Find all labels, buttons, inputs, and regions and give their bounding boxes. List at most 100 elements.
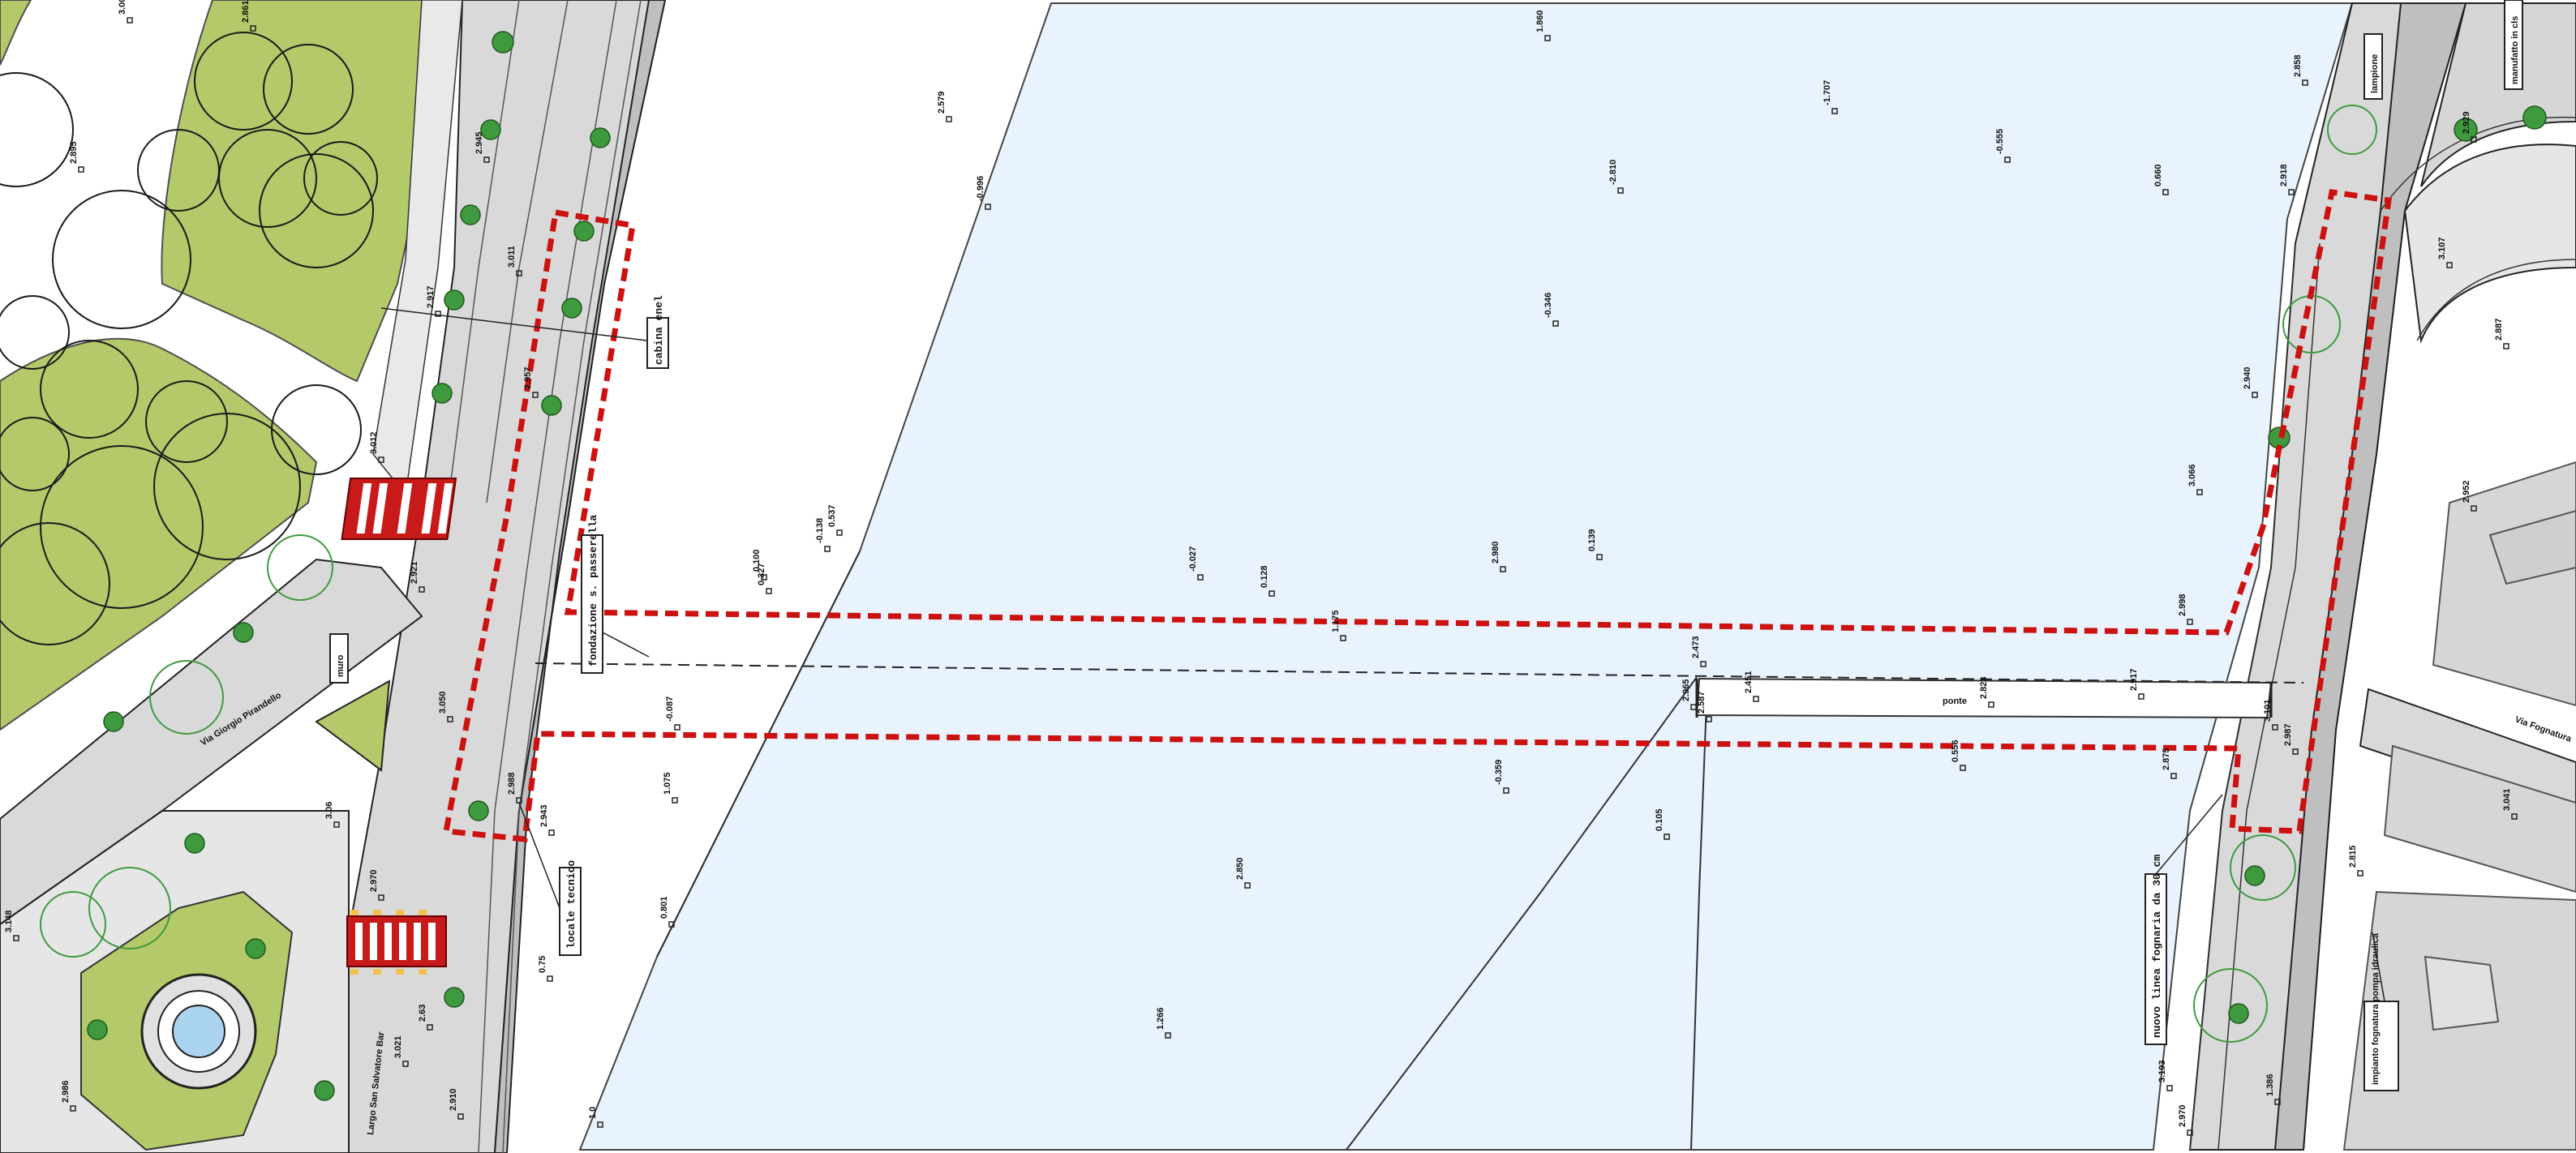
- survey-point-icon: 2.965: [1681, 679, 1697, 710]
- survey-point-icon: 2.988: [507, 772, 522, 804]
- survey-point-icon: 2.850: [1235, 857, 1251, 889]
- survey-point-icon: 1.386: [2265, 1074, 2281, 1105]
- survey-point-icon: 2.823: [1979, 676, 1994, 708]
- structure-label: manufatto in cls: [2510, 16, 2520, 84]
- crosswalk-icon: [341, 478, 457, 540]
- survey-point-icon: 2.943: [539, 804, 555, 836]
- survey-point-icon: 1.175: [1331, 610, 1346, 641]
- survey-point-icon: 2.887: [2494, 318, 2509, 349]
- elevation-label: 2.587: [1697, 691, 1707, 714]
- tree-icon: [2228, 105, 2547, 1024]
- survey-point-icon: -0.087: [665, 697, 680, 731]
- survey-point-icon: 2.980: [1491, 541, 1506, 572]
- elevation-label: 0.75: [538, 956, 547, 973]
- elevation-label: 2.451: [1744, 671, 1754, 693]
- survey-point-icon: 2.861: [241, 0, 256, 32]
- elevation-label: 2.910: [449, 1088, 458, 1111]
- elevation-label: 2.952: [2462, 480, 2471, 503]
- survey-point-icon: 2.473: [1691, 636, 1707, 667]
- elevation-label: 2.929: [2462, 111, 2471, 134]
- survey-point-icon: 0.128: [1260, 565, 1275, 597]
- elevation-label: 0.100: [752, 549, 762, 572]
- survey-points: 1.860 2.579 -0.996 -2.810 -1.707 -0.555 0.660 -…: [4, 0, 2518, 1136]
- elevation-label: 3.041: [2502, 788, 2512, 811]
- survey-point-icon: 2.986: [61, 1080, 76, 1112]
- survey-point-icon: 3.012: [369, 431, 384, 463]
- survey-point-icon: -0.027: [1188, 546, 1204, 581]
- survey-point-icon: 2.970: [369, 869, 384, 901]
- traffic-island: [315, 679, 391, 772]
- elevation-label: 3.012: [369, 431, 379, 454]
- elevation-label: 2.815: [2348, 845, 2358, 868]
- elevation-label: 0.105: [1655, 808, 1664, 831]
- elevation-label: -0.027: [1188, 546, 1198, 572]
- survey-point-icon: 0.139: [1587, 529, 1603, 560]
- right-bank: [2188, 2, 2576, 1151]
- elevation-label: 2.986: [61, 1080, 71, 1103]
- survey-point-icon: 0.100: [752, 549, 767, 581]
- buildings: [2342, 461, 2576, 1151]
- elevation-label: -0.555: [1995, 129, 2005, 154]
- locale-tecnico-label: locale tecnico: [565, 860, 577, 949]
- river-bank-line-2: [1690, 680, 1708, 1151]
- survey-point-icon: 3.06: [324, 802, 340, 828]
- survey-point-icon: 2.895: [69, 141, 84, 173]
- elevation-label: 2.895: [69, 141, 79, 164]
- elevation-label: 1.860: [1535, 10, 1545, 32]
- elevation-label: 2.861: [241, 0, 251, 23]
- survey-point-icon: 3.007: [118, 0, 133, 24]
- survey-point-icon: -0.359: [1494, 760, 1509, 794]
- lamp-post-label: lampione: [2370, 54, 2380, 93]
- elevation-label: 2.957: [523, 366, 533, 389]
- elevation-label: 2.850: [1235, 857, 1245, 880]
- elevation-label: 0.556: [1951, 739, 1960, 762]
- survey-point-icon: 2.815: [2348, 845, 2363, 877]
- river-water: [578, 2, 2354, 1151]
- elevation-label: -2.810: [1608, 160, 1618, 185]
- survey-point-icon: 2.918: [2279, 164, 2295, 195]
- elevation-label: 0.139: [1587, 529, 1597, 551]
- elevation-label: 1.175: [1331, 610, 1341, 632]
- crosswalk-icon: [346, 910, 447, 975]
- pump-station-label: impianto fognatura pompa idraulica: [2371, 932, 2381, 1085]
- survey-point-icon: 2.917: [2129, 668, 2145, 700]
- elevation-label: 2.473: [1691, 636, 1701, 658]
- elevation-label: 2.980: [1491, 541, 1501, 564]
- survey-point-icon: 2.910: [449, 1088, 464, 1120]
- survey-point-icon: 3.101: [2263, 699, 2278, 731]
- elevation-label: 2.921: [410, 561, 419, 584]
- left-park: [0, 0, 460, 731]
- right-pavement: [2273, 2, 2467, 1151]
- survey-point-icon: 0.556: [1951, 739, 1966, 771]
- elevation-label: -0.996: [976, 176, 985, 201]
- survey-point-icon: 3.193: [2157, 1060, 2173, 1091]
- river-bank-line: [1346, 676, 1698, 1151]
- elevation-label: 2.988: [507, 772, 517, 795]
- elevation-label: 1.386: [2265, 1074, 2275, 1096]
- elevation-label: 2.579: [937, 91, 947, 114]
- survey-point-icon: 0.75: [538, 956, 553, 982]
- elevation-label: 3.007: [118, 0, 127, 15]
- elevation-label: 2.998: [2178, 594, 2187, 616]
- elevation-label: 3.011: [507, 246, 517, 268]
- elevation-label: 2.987: [2283, 723, 2293, 746]
- survey-point-icon: 2.945: [474, 131, 490, 163]
- elevation-label: 3.107: [2437, 237, 2447, 259]
- survey-point-icon: 0.660: [2153, 164, 2169, 195]
- survey-point-icon: 0.105: [1655, 808, 1670, 840]
- river-edge-line: [656, 551, 861, 958]
- elevation-label: 3.050: [438, 691, 448, 714]
- survey-point-icon: 1.860: [1535, 10, 1551, 41]
- survey-point-icon: 2.579: [937, 91, 952, 122]
- elevation-label: -0.346: [1543, 293, 1553, 318]
- side-road-left: [0, 558, 423, 926]
- survey-point-icon: -2.810: [1608, 160, 1624, 194]
- survey-point-icon: 0.327: [757, 563, 772, 594]
- elevation-label: 2.823: [1979, 676, 1989, 699]
- survey-point-icon: 2.940: [2243, 366, 2258, 398]
- survey-point-icon: 0.801: [659, 896, 675, 928]
- elevation-label: 3.193: [2157, 1060, 2167, 1082]
- survey-point-icon: -1.707: [1823, 80, 1838, 114]
- elevation-label: 2.858: [2293, 54, 2303, 77]
